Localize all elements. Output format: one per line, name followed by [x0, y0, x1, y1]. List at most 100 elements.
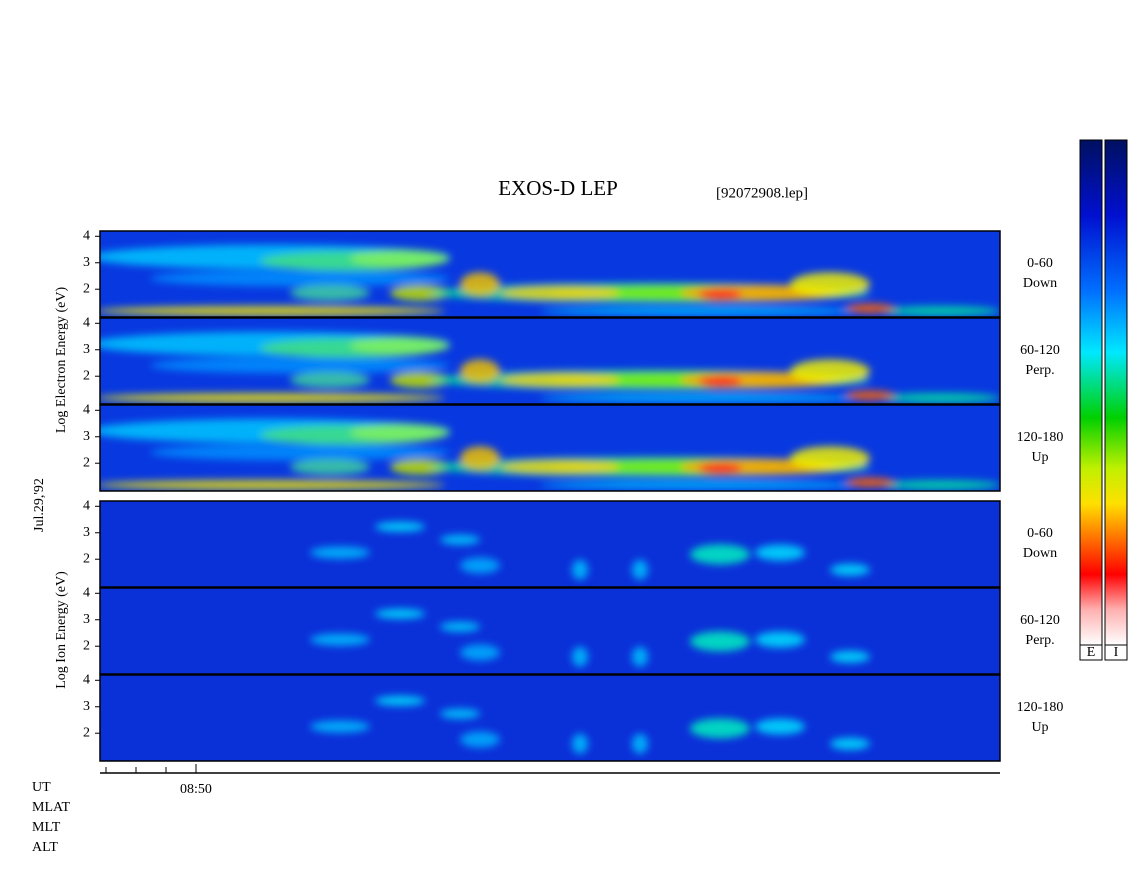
spectrogram-feature [150, 270, 450, 287]
direction-label: Up [1031, 720, 1048, 735]
pitch-label: 60-120 [1020, 613, 1060, 628]
y-tick-label: 4 [83, 403, 90, 418]
spectrogram-feature [350, 336, 450, 355]
panel: 2 3 4 120-180 Up [83, 403, 1063, 492]
spectrogram-feature [390, 371, 450, 388]
spectrogram-feature [880, 479, 1000, 490]
spectrogram-feature [440, 534, 480, 545]
panel: 2 3 4 0-60 Down [83, 229, 1057, 318]
spectrogram-feature [390, 458, 450, 475]
spectrogram-feature [460, 644, 500, 661]
spectrogram-feature [790, 272, 870, 297]
pitch-label: 0-60 [1027, 526, 1053, 541]
spectrogram-feature [500, 372, 620, 387]
spectrogram-feature [880, 305, 1000, 316]
y-tick-label: 4 [83, 316, 90, 331]
spectrogram-feature [460, 272, 500, 297]
panel-frame [99, 317, 1001, 405]
spectrogram-feature [790, 446, 870, 471]
spectrogram-feature [830, 563, 870, 576]
spectrogram-feature [572, 733, 588, 754]
y-tick-label: 4 [83, 499, 90, 514]
y-tick-label: 2 [83, 368, 90, 383]
spectrogram [310, 608, 870, 667]
spectrogram-feature [540, 306, 860, 315]
y-tick-label: 2 [83, 725, 90, 740]
spectrogram-feature [755, 631, 805, 648]
panel: 2 3 4 0-60 Down [83, 499, 1057, 588]
title: EXOS-D LEP [498, 176, 618, 200]
spectrogram-feature [100, 305, 445, 316]
spectrogram-feature [572, 559, 588, 580]
spectrogram-feature [690, 544, 750, 565]
spectrogram-feature [632, 733, 648, 754]
panel-frame [99, 230, 1001, 318]
spectrogram-feature [880, 392, 1000, 403]
y-tick-label: 2 [83, 638, 90, 653]
time-tick-label: 08:50 [180, 782, 212, 797]
spectrogram-feature [540, 480, 860, 489]
spectrogram-feature [290, 458, 370, 475]
spectrogram-feature [150, 444, 450, 461]
spectrogram-feature [290, 284, 370, 301]
direction-label: Down [1023, 276, 1057, 291]
spectrogram-feature [755, 544, 805, 561]
row-label: MLT [32, 820, 61, 835]
spectrogram [100, 244, 1000, 316]
spectrogram [310, 695, 870, 754]
spectrogram-feature [460, 359, 500, 384]
y-tick-label: 3 [83, 342, 90, 357]
panel-background [100, 588, 1000, 674]
y-tick-label: 4 [83, 673, 90, 688]
spectrogram-feature [755, 718, 805, 735]
spectrogram-feature [540, 393, 860, 402]
spectrogram-feature [310, 720, 370, 733]
spectrogram-feature [500, 459, 620, 474]
ion-axis-label: Log Ion Energy (eV) [54, 571, 69, 689]
spectrogram-feature [500, 285, 620, 300]
panel-background [100, 675, 1000, 761]
direction-label: Perp. [1025, 363, 1054, 378]
panel-frame [99, 587, 1001, 675]
spectrogram-feature [845, 477, 895, 488]
pitch-label: 120-180 [1017, 700, 1064, 715]
y-tick-label: 3 [83, 699, 90, 714]
spectrogram-feature [690, 718, 750, 739]
panel-frame [99, 404, 1001, 492]
spectrogram-feature [460, 446, 500, 471]
spectrogram-feature [460, 731, 500, 748]
spectrogram-feature [150, 357, 450, 374]
spectrogram-feature [632, 646, 648, 667]
panel-background [100, 501, 1000, 587]
spectrogram-feature [390, 284, 450, 301]
y-tick-label: 4 [83, 586, 90, 601]
electron-axis-label: Log Electron Energy (eV) [54, 287, 69, 434]
spectrogram [100, 418, 1000, 490]
spectrogram-feature [698, 288, 742, 301]
spectrogram-feature [100, 392, 445, 403]
colorbar-box [1079, 644, 1103, 661]
y-tick-label: 3 [83, 429, 90, 444]
y-tick-label: 2 [83, 455, 90, 470]
spectrogram [310, 521, 870, 580]
row-label: ALT [32, 840, 58, 855]
colorbar-label: I [1114, 645, 1119, 660]
spectrogram-feature [375, 608, 425, 619]
spectrogram-feature [350, 249, 450, 268]
y-tick-label: 2 [83, 551, 90, 566]
row-label: MLAT [32, 800, 71, 815]
spectrogram-feature [632, 559, 648, 580]
panel: 2 3 4 120-180 Up [83, 673, 1064, 762]
date-label: Jul.29,'92 [32, 478, 47, 532]
spectrogram-feature [460, 557, 500, 574]
panel: 2 3 4 60-120 Perp. [83, 316, 1060, 405]
panel-frame [99, 674, 1001, 762]
colorbar-box [1104, 644, 1128, 661]
spectrogram-feature [440, 708, 480, 719]
y-tick-label: 3 [83, 525, 90, 540]
spectrogram-feature [100, 479, 445, 490]
spectrogram-feature [440, 621, 480, 632]
spectrogram-feature [790, 359, 870, 384]
spectrogram-feature [830, 737, 870, 750]
